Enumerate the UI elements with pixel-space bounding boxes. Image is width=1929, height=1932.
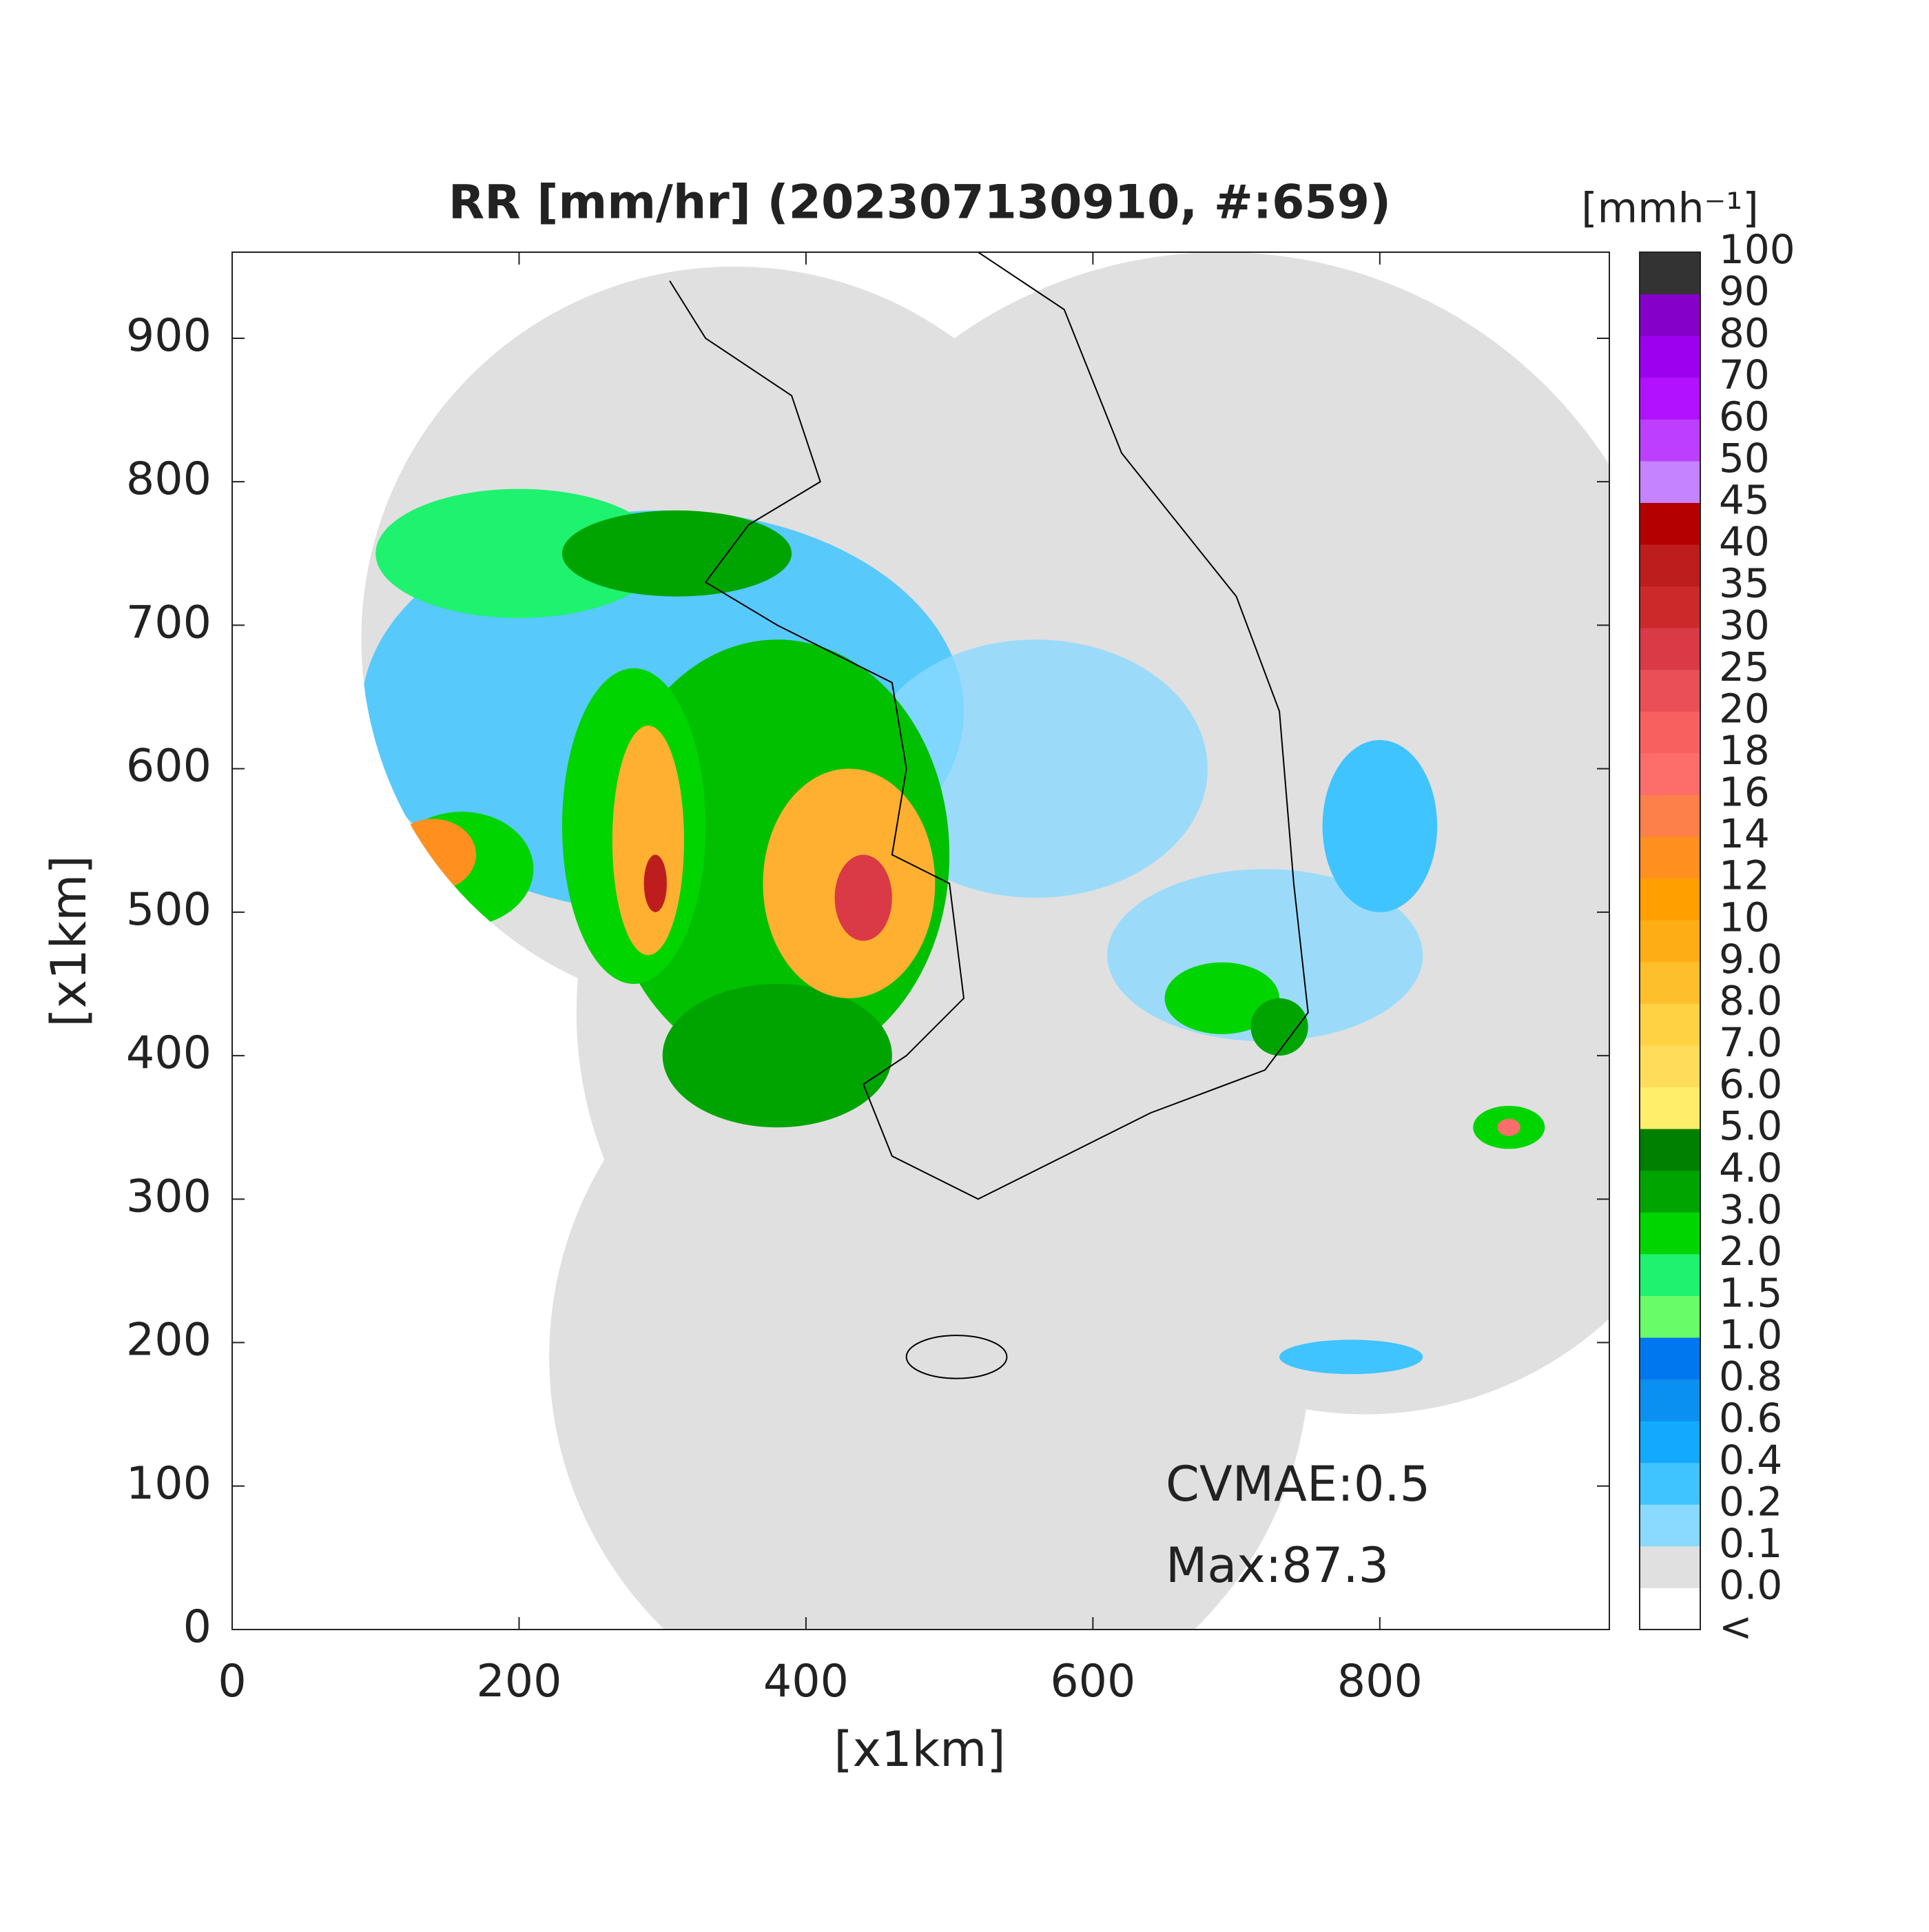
colorbar-segment (1640, 377, 1700, 420)
colorbar-segment (1640, 502, 1700, 545)
colorbar-segment (1640, 836, 1700, 879)
y-tick-label: 800 (126, 453, 212, 505)
colorbar-segment (1640, 1504, 1700, 1547)
x-tick-label: 400 (763, 1656, 849, 1707)
colorbar-tick-label: 20 (1719, 685, 1770, 732)
colorbar-tick-label: 35 (1719, 560, 1770, 607)
colorbar-segment (1640, 1587, 1700, 1630)
colorbar-label: [mmh⁻¹] (1581, 185, 1758, 233)
colorbar-tick-label: 14 (1719, 810, 1770, 857)
colorbar-tick-label: 2.0 (1719, 1228, 1782, 1275)
y-tick-label: 200 (126, 1315, 212, 1366)
colorbar-tick-label: 18 (1719, 727, 1770, 774)
colorbar-tick-label: 90 (1719, 268, 1770, 315)
annotation: CVMAE:0.5 (1166, 1456, 1430, 1512)
colorbar-tick-label: 25 (1719, 644, 1770, 690)
y-tick-label: 900 (126, 310, 212, 362)
colorbar-segment (1640, 878, 1700, 921)
radar-field (361, 252, 1609, 1630)
colorbar-tick-label: 0.0 (1719, 1562, 1782, 1609)
x-tick-label: 200 (476, 1656, 561, 1707)
colorbar-tick-label: 80 (1719, 309, 1770, 356)
colorbar-tick-label: < (1719, 1603, 1753, 1650)
colorbar-segment (1640, 961, 1700, 1004)
colorbar-segment (1640, 752, 1700, 795)
colorbar-tick-label: 1.0 (1719, 1311, 1782, 1358)
coverage (361, 252, 1609, 1630)
colorbar-segment (1640, 252, 1700, 295)
annotation: Max:87.3 (1166, 1537, 1389, 1594)
colorbar-segment (1640, 1379, 1700, 1421)
colorbar-tick-label: 0.1 (1719, 1520, 1782, 1567)
colorbar-segment (1640, 1462, 1700, 1505)
colorbar-segment (1640, 628, 1700, 670)
colorbar-segment (1640, 1170, 1700, 1213)
colorbar-segment (1640, 460, 1700, 503)
y-tick-label: 300 (126, 1171, 212, 1222)
colorbar-tick-label: 100 (1719, 226, 1795, 273)
colorbar-tick-label: 45 (1719, 477, 1770, 524)
colorbar-segment (1640, 294, 1700, 336)
chart-title: RR [mm/hr] (202307130910, #:659) (448, 176, 1391, 230)
colorbar-tick-label: 0.4 (1719, 1437, 1782, 1483)
colorbar-tick-label: 10 (1719, 894, 1770, 941)
colorbar-segment (1640, 544, 1700, 587)
colorbar-segment (1640, 336, 1700, 378)
colorbar-segment (1640, 1421, 1700, 1463)
y-tick-label: 400 (126, 1027, 212, 1079)
colorbar-segment (1640, 794, 1700, 837)
colorbar-tick-label: 12 (1719, 852, 1770, 899)
colorbar-tick-label: 3.0 (1719, 1186, 1782, 1233)
colorbar-segment (1640, 711, 1700, 754)
colorbar-segment (1640, 1129, 1700, 1171)
colorbar-segment (1640, 669, 1700, 712)
y-tick-label: 0 (183, 1601, 212, 1653)
colorbar-tick-label: 4.0 (1719, 1144, 1782, 1191)
colorbar-segment (1640, 1253, 1700, 1296)
x-axis-label: [x1km] (834, 1721, 1005, 1778)
x-tick-label: 800 (1337, 1656, 1423, 1707)
colorbar-tick-label: 0.8 (1719, 1353, 1782, 1400)
colorbar-segment (1640, 1087, 1700, 1129)
colorbar-tick-label: 8.0 (1719, 977, 1782, 1024)
colorbar-tick-label: 60 (1719, 393, 1770, 440)
colorbar-tick-label: 50 (1719, 435, 1770, 482)
y-tick-label: 500 (126, 884, 212, 936)
colorbar-tick-label: 70 (1719, 351, 1770, 398)
colorbar-segment (1640, 1045, 1700, 1088)
colorbar-segment (1640, 1337, 1700, 1380)
colorbar-tick-label: 16 (1719, 769, 1770, 816)
colorbar-segment (1640, 419, 1700, 462)
colorbar-tick-label: 0.2 (1719, 1478, 1782, 1525)
colorbar-frame (1639, 251, 1701, 1630)
colorbar-segment (1640, 586, 1700, 628)
y-tick-label: 700 (126, 597, 212, 648)
colorbar-segment (1640, 1545, 1700, 1588)
coastline (670, 252, 1308, 1379)
colorbar-segment (1640, 1003, 1700, 1046)
colorbar-segment (1640, 1295, 1700, 1338)
colorbar-tick-label: 40 (1719, 518, 1770, 565)
colorbar-tick-label: 7.0 (1719, 1019, 1782, 1066)
colorbar-segment (1640, 1212, 1700, 1255)
axes-frame (231, 251, 1610, 1630)
colorbar-segment (1640, 920, 1700, 963)
colorbar-tick-label: 1.5 (1719, 1270, 1782, 1317)
y-tick-label: 600 (126, 741, 212, 792)
x-tick-label: 0 (218, 1656, 246, 1707)
colorbar-tick-label: 9.0 (1719, 936, 1782, 983)
colorbar-tick-label: 6.0 (1719, 1061, 1782, 1108)
colorbar-tick-label: 30 (1719, 602, 1770, 648)
colorbar-tick-label: 5.0 (1719, 1102, 1782, 1149)
y-axis-label: [x1km] (41, 855, 97, 1027)
x-tick-label: 600 (1050, 1656, 1135, 1707)
y-tick-label: 100 (126, 1458, 212, 1510)
colorbar-tick-label: 0.6 (1719, 1395, 1782, 1441)
